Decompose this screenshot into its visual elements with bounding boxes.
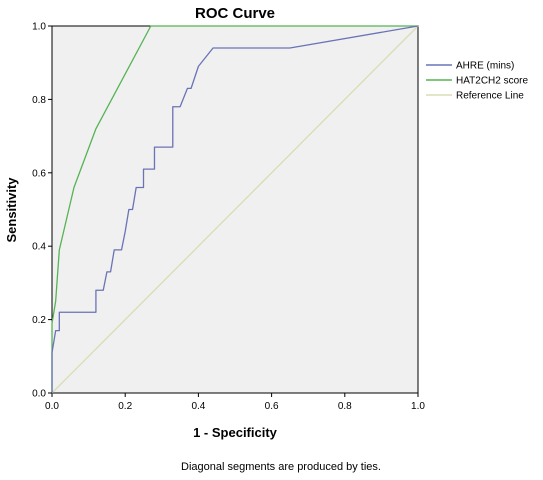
y-tick-label: 1.0 bbox=[32, 22, 46, 33]
x-tick-label: 0.2 bbox=[118, 401, 132, 412]
x-tick-label: 1.0 bbox=[411, 401, 425, 412]
chart-title: ROC Curve bbox=[195, 5, 275, 22]
legend-label-reference-line: Reference Line bbox=[456, 91, 524, 102]
ticks-layer: 0.0 0.2 0.4 0.6 0.8 1.0 0.0 0.2 0.4 0.6 0.8 1.0 bbox=[32, 22, 425, 413]
footnote: Diagonal segments are produced by ties. bbox=[181, 461, 381, 473]
series-line-ahre-mins bbox=[51, 25, 419, 393]
series-line-hat2ch2-score bbox=[51, 25, 418, 393]
legend-label-ahre-mins: AHRE (mins) bbox=[456, 61, 514, 72]
legend: AHRE (mins) HAT2CH2 score Reference Line bbox=[426, 61, 528, 102]
x-tick-label: 0.4 bbox=[191, 401, 205, 412]
legend-label-hat2ch2-score: HAT2CH2 score bbox=[456, 76, 528, 87]
x-axis-label: 1 - Specificity bbox=[193, 425, 278, 440]
x-tick-label: 0.0 bbox=[45, 401, 59, 412]
y-tick-label: 0.4 bbox=[32, 242, 46, 253]
series-line-reference-line bbox=[51, 25, 419, 394]
y-tick-label: 0.6 bbox=[32, 168, 46, 179]
y-tick-label: 0.2 bbox=[32, 315, 46, 326]
x-tick-label: 0.8 bbox=[338, 401, 352, 412]
series-layer bbox=[51, 25, 419, 394]
y-tick-label: 0.0 bbox=[32, 389, 46, 400]
y-tick-label: 0.8 bbox=[32, 95, 46, 106]
x-tick-label: 0.6 bbox=[265, 401, 279, 412]
y-axis-label: Sensitivity bbox=[4, 177, 19, 243]
